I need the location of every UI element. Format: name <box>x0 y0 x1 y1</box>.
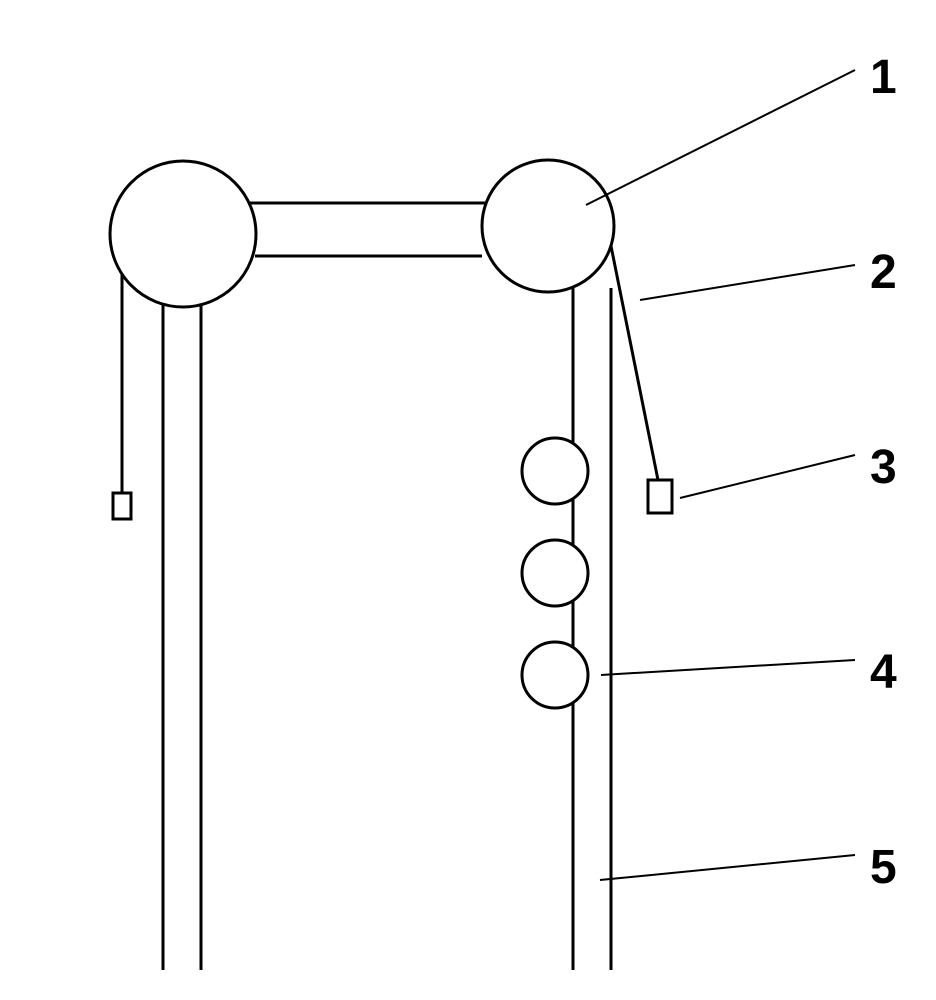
label-1: 1 <box>870 50 897 105</box>
label-4: 4 <box>870 645 897 700</box>
label-3: 3 <box>870 440 897 495</box>
label-5: 5 <box>870 840 897 895</box>
label-2: 2 <box>870 245 897 300</box>
diagram-svg <box>0 0 936 1000</box>
technical-diagram <box>0 0 936 1000</box>
